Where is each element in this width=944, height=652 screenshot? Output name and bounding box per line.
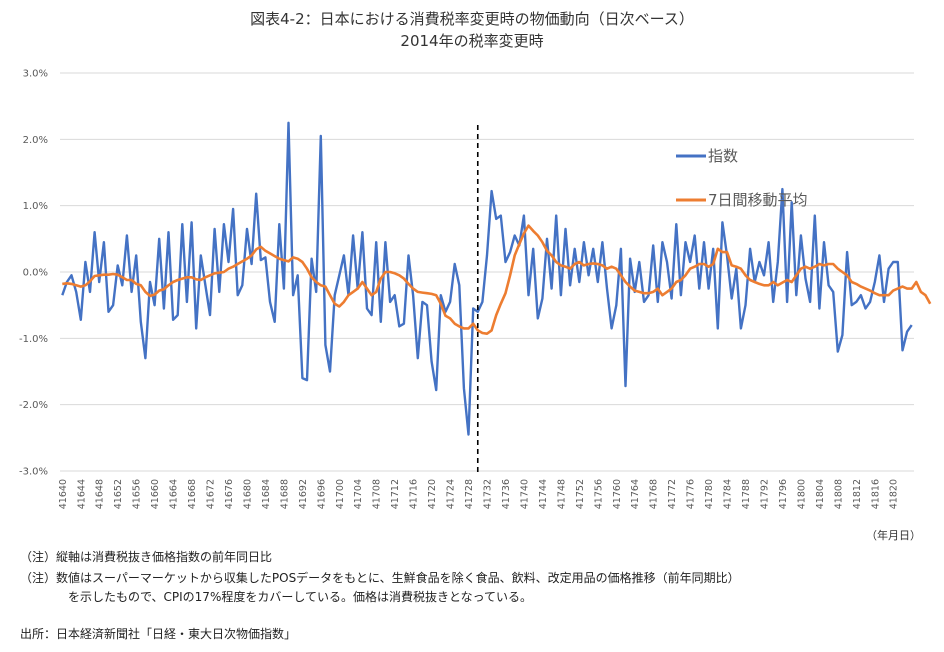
footnote-2: （注）数値はスーパーマーケットから収集したPOSデータをもとに、生鮮食品を除く食… — [20, 571, 740, 585]
x-tick-label: 41712 — [390, 479, 401, 509]
x-tick-label: 41816 — [870, 479, 881, 509]
x-tick-label: 41764 — [630, 479, 641, 509]
x-tick-label: 41756 — [593, 479, 604, 509]
x-tick-label: 41692 — [298, 479, 309, 509]
x-tick-label: 41820 — [889, 479, 900, 509]
x-tick-label: 41680 — [242, 479, 253, 509]
footnote-1: （注）縦軸は消費税抜き価格指数の前年同日比 — [20, 550, 273, 564]
x-tick-label: 41660 — [150, 479, 161, 509]
x-tick-label: 41752 — [575, 479, 586, 509]
source-note: 出所：日本経済新聞社「日経・東大日次物価指数」 — [20, 627, 297, 641]
series-lines — [61, 121, 932, 436]
x-axis-unit-label: （年月日） — [866, 529, 921, 542]
x-tick-label: 41688 — [279, 479, 290, 509]
legend: 指数 7日間移動平均 — [676, 147, 808, 209]
x-tick-label: 41796 — [778, 479, 789, 509]
x-tick-label: 41640 — [58, 479, 69, 509]
x-tick-label: 41644 — [76, 479, 87, 509]
x-tick-label: 41788 — [741, 479, 752, 509]
x-tick-label: 41748 — [556, 479, 567, 509]
y-tick-label: 1.0% — [23, 201, 48, 212]
y-tick-label: -2.0% — [19, 400, 48, 411]
chart-title: 図表4-2：日本における消費税率変更時の物価動向（日次ベース） — [250, 10, 694, 28]
x-tick-label: 41784 — [723, 479, 734, 509]
line-chart: 3.0%2.0%1.0%0.0%-1.0%-2.0%-3.0% 41640 416… — [19, 69, 932, 509]
x-tick-label: 41708 — [372, 479, 383, 509]
x-tick-label: 41664 — [169, 479, 180, 509]
x-tick-label: 41772 — [667, 479, 678, 509]
y-tick-label: 0.0% — [23, 268, 48, 279]
x-tick-label: 41776 — [686, 479, 697, 509]
x-tick-label: 41696 — [316, 479, 327, 509]
y-tick-label: 2.0% — [23, 135, 48, 146]
x-tick-label: 41652 — [113, 479, 124, 509]
series-line — [62, 224, 932, 336]
x-tick-label: 41732 — [483, 479, 494, 509]
x-tick-label: 41800 — [796, 479, 807, 509]
x-tick-label: 41656 — [132, 479, 143, 509]
x-tick-label: 41812 — [852, 479, 863, 509]
y-tick-label: 3.0% — [23, 69, 48, 80]
y-tick-label: -1.0% — [19, 334, 48, 345]
series-line — [61, 121, 913, 436]
x-tick-label: 41668 — [187, 479, 198, 509]
x-tick-label: 41808 — [833, 479, 844, 509]
legend-label: 7日間移動平均 — [708, 191, 808, 209]
x-tick-label: 41672 — [206, 479, 217, 509]
y-axis-ticks: 3.0% 2.0% 1.0% 0.0% -1.0% -2.0% -3.0% — [19, 69, 48, 478]
x-tick-label: 41780 — [704, 479, 715, 509]
x-tick-label: 41648 — [95, 479, 106, 509]
x-tick-label: 41744 — [538, 479, 549, 509]
x-tick-label: 41716 — [409, 479, 420, 509]
x-tick-label: 41728 — [464, 479, 475, 509]
x-tick-label: 41684 — [261, 479, 272, 509]
chart-subtitle: 2014年の税率変更時 — [400, 32, 544, 50]
x-tick-label: 41736 — [501, 479, 512, 509]
x-tick-label: 41792 — [759, 479, 770, 509]
x-axis-ticks: 41640 41644 41648 41652 41656 41660 41664 41668… — [58, 479, 900, 509]
x-tick-label: 41700 — [335, 479, 346, 509]
x-tick-label: 41676 — [224, 479, 235, 509]
x-tick-label: 41724 — [446, 479, 457, 509]
x-tick-label: 41760 — [612, 479, 623, 509]
y-tick-label: -3.0% — [19, 467, 48, 478]
x-tick-label: 41740 — [519, 479, 530, 509]
x-tick-label: 41704 — [353, 479, 364, 509]
x-tick-label: 41768 — [649, 479, 660, 509]
gridlines — [60, 72, 914, 472]
x-tick-label: 41720 — [427, 479, 438, 509]
legend-label: 指数 — [708, 147, 738, 165]
x-tick-label: 41804 — [815, 479, 826, 509]
footnote-2-continued: を示したもので、CPIの17%程度をカバーしている。価格は消費税抜きとなっている… — [68, 590, 533, 604]
